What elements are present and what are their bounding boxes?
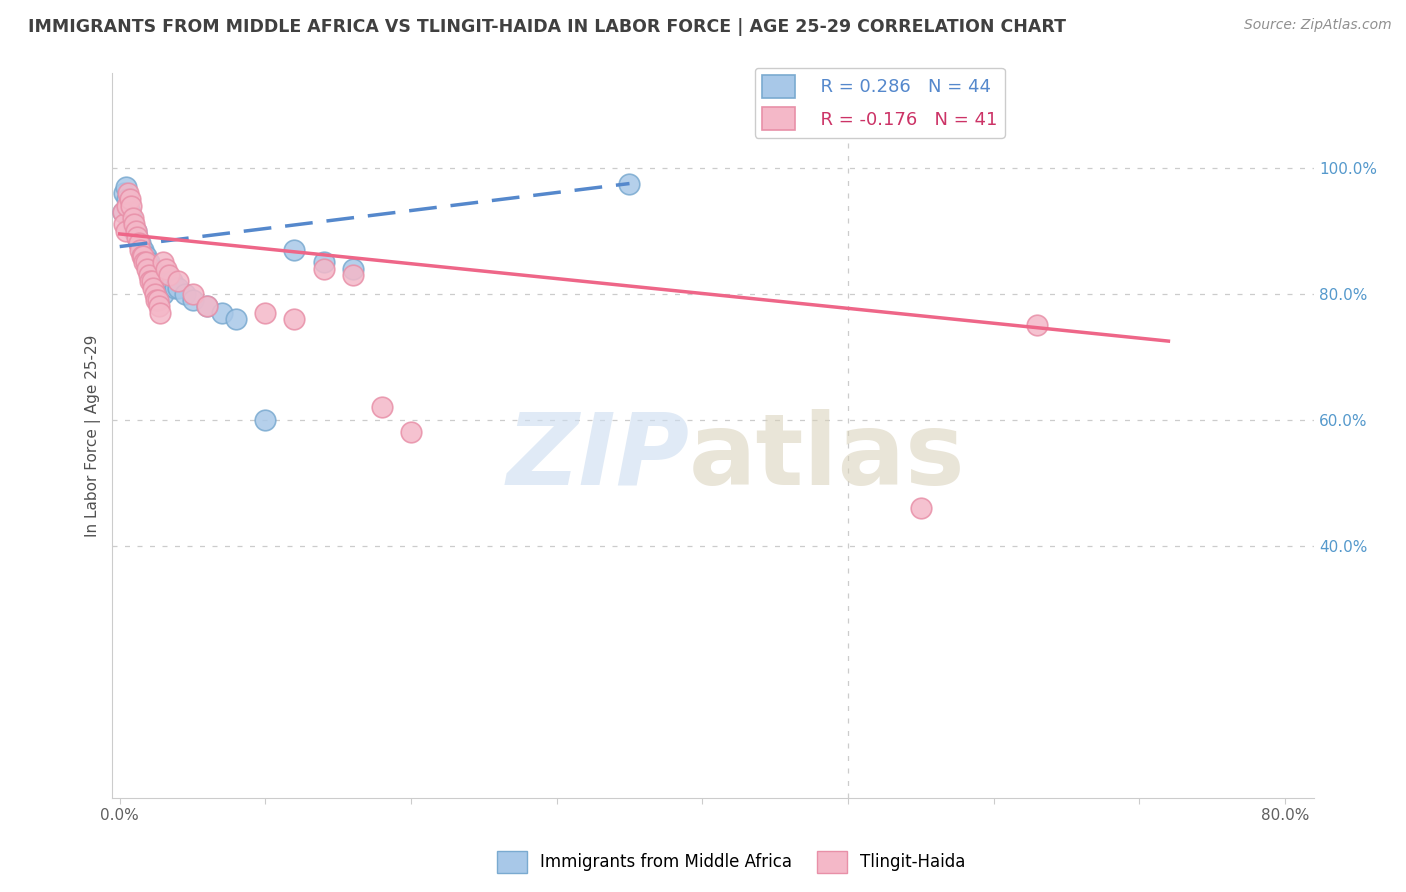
Point (910, 501, 932, 516)
Point (132, 243, 155, 257)
Point (163, 280, 186, 294)
Point (114, 179, 136, 194)
Point (136, 255, 159, 269)
Point (143, 286, 166, 301)
Text: ZIP: ZIP (506, 409, 689, 506)
Point (111, 205, 134, 219)
Point (157, 268, 180, 282)
Point (112, 186, 135, 200)
Point (148, 274, 170, 288)
Point (145, 274, 167, 288)
Text: atlas: atlas (689, 409, 966, 506)
Point (135, 255, 157, 269)
Point (399, 425, 422, 440)
Point (155, 268, 177, 282)
Point (122, 218, 145, 232)
Point (141, 274, 163, 288)
Point (371, 401, 394, 415)
Point (121, 218, 143, 232)
Point (129, 243, 152, 257)
Point (342, 261, 364, 276)
Point (139, 261, 162, 276)
Point (1026, 318, 1049, 333)
Point (118, 192, 141, 206)
Point (138, 255, 160, 269)
Point (211, 306, 233, 320)
Point (120, 211, 142, 226)
Point (146, 293, 169, 307)
Legend:   R = 0.286   N = 44,   R = -0.176   N = 41: R = 0.286 N = 44, R = -0.176 N = 41 (755, 68, 1005, 137)
Point (181, 293, 204, 307)
Point (148, 300, 170, 314)
Point (111, 205, 134, 219)
Point (195, 300, 218, 314)
Point (114, 224, 136, 238)
Point (174, 286, 197, 301)
Point (146, 274, 169, 288)
Point (117, 198, 139, 212)
Point (254, 306, 277, 320)
Point (152, 286, 174, 301)
Point (619, 177, 641, 191)
Point (150, 280, 173, 294)
Point (132, 249, 155, 263)
Point (128, 236, 150, 251)
Point (283, 312, 305, 326)
Point (142, 280, 165, 294)
Point (157, 274, 180, 288)
Point (112, 218, 135, 232)
Point (181, 286, 204, 301)
Point (167, 280, 190, 294)
Point (128, 236, 150, 251)
Point (131, 243, 153, 257)
Point (136, 261, 159, 276)
Point (117, 186, 139, 200)
Point (155, 261, 177, 276)
Point (115, 192, 138, 206)
Point (145, 293, 167, 307)
Point (120, 198, 142, 212)
Point (139, 274, 162, 288)
Point (312, 255, 335, 269)
Point (149, 306, 172, 320)
Point (152, 255, 174, 269)
Point (167, 274, 190, 288)
Point (135, 249, 157, 263)
Point (122, 224, 145, 238)
Point (149, 280, 172, 294)
Point (118, 205, 141, 219)
Point (129, 236, 152, 251)
Point (143, 268, 166, 282)
Point (134, 249, 156, 263)
Point (115, 198, 138, 212)
Point (160, 274, 183, 288)
Point (127, 230, 149, 244)
Point (312, 261, 335, 276)
Point (254, 413, 277, 427)
Point (195, 300, 218, 314)
Point (283, 243, 305, 257)
Point (131, 249, 153, 263)
Point (225, 312, 247, 326)
Text: IMMIGRANTS FROM MIDDLE AFRICA VS TLINGIT-HAIDA IN LABOR FORCE | AGE 25-29 CORREL: IMMIGRANTS FROM MIDDLE AFRICA VS TLINGIT… (28, 18, 1066, 36)
Text: Source: ZipAtlas.com: Source: ZipAtlas.com (1244, 18, 1392, 32)
Point (141, 261, 163, 276)
Point (125, 224, 148, 238)
Point (138, 268, 160, 282)
Point (121, 211, 143, 226)
Point (127, 230, 149, 244)
Point (134, 255, 156, 269)
Y-axis label: In Labor Force | Age 25-29: In Labor Force | Age 25-29 (86, 334, 101, 537)
Point (125, 224, 148, 238)
Legend: Immigrants from Middle Africa, Tlingit-Haida: Immigrants from Middle Africa, Tlingit-H… (489, 845, 973, 880)
Point (342, 268, 364, 282)
Point (142, 268, 165, 282)
